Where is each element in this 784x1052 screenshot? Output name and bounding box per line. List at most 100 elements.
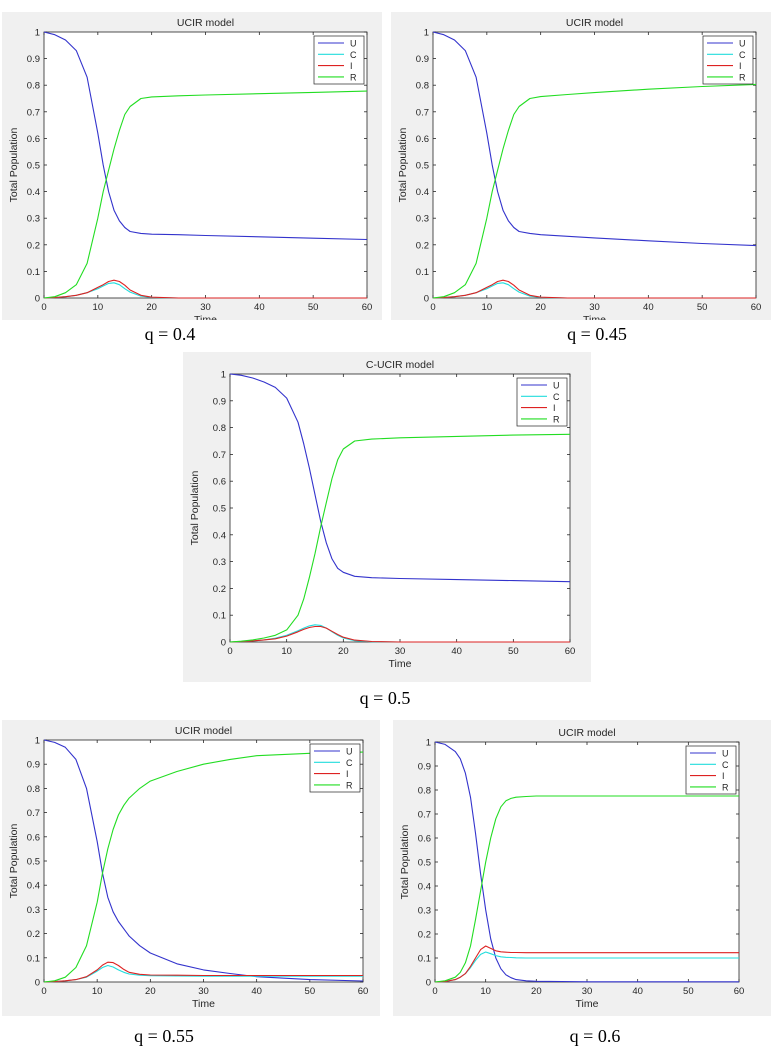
y-tick-label: 0.6 (27, 832, 40, 843)
x-tick-label: 40 (254, 302, 265, 313)
y-tick-label: 0.3 (213, 557, 226, 568)
x-tick-label: 30 (200, 302, 211, 313)
x-tick-label: 50 (308, 302, 319, 313)
y-tick-label: 0.5 (27, 857, 40, 868)
x-axis-label: Time (194, 314, 217, 320)
x-tick-label: 10 (482, 302, 493, 313)
y-tick-label: 0.5 (213, 504, 226, 515)
chart-title: UCIR model (566, 17, 623, 29)
y-axis-label: Total Population (8, 127, 20, 202)
y-tick-label: 0.6 (416, 134, 429, 145)
y-tick-label: 0 (426, 978, 431, 989)
chart-svg-2: 00.10.20.30.40.50.60.70.80.910 10 20 30 40 50… (397, 17, 762, 320)
y-tick-label: 0 (35, 978, 40, 989)
x-tick-label: 60 (565, 646, 576, 657)
x-tick-label: 50 (683, 986, 694, 997)
x-tick-label: 20 (338, 646, 349, 657)
y-tick-label: 0.2 (27, 929, 40, 940)
y-tick-label: 0.3 (27, 214, 40, 225)
legend-box (309, 743, 361, 793)
y-tick-label: 0.4 (213, 530, 226, 541)
x-tick-label: 40 (251, 986, 262, 997)
y-tick-label: 0.4 (418, 882, 431, 893)
x-axis-label: Time (583, 314, 606, 320)
y-tick-label: 0.1 (27, 267, 40, 278)
chart-svg-3: 00.10.20.30.40.50.60.70.80.910 10 20 30 40 50… (189, 359, 576, 670)
x-tick-label: 60 (734, 986, 745, 997)
y-tick-label: 0.4 (27, 187, 40, 198)
chart-title: UCIR model (177, 17, 234, 29)
chart-panel-1: 0 0.1 0.2 0.3 0.4 0.5 0.6 0.7 0.8 0.9 1 0 10 20 30 40 50… (2, 12, 382, 320)
y-tick-label: 0.7 (418, 810, 431, 821)
series-line-R (43, 751, 364, 983)
x-tick-label: 50 (508, 646, 519, 657)
x-tick-label: 50 (305, 986, 316, 997)
y-tick-label: 0.1 (213, 611, 226, 622)
chart-svg-1: 00.10.20.30.40.50.60.70.80.910 10 20 30 40 50… (8, 17, 372, 320)
series-line-U (43, 31, 368, 241)
x-tick-label: 0 (430, 302, 435, 313)
y-tick-label: 0.5 (27, 161, 40, 172)
series-line-U (434, 741, 739, 983)
y-tick-label: 0.6 (27, 134, 40, 145)
series-line-R (43, 90, 368, 299)
y-tick-label: 0.9 (416, 54, 429, 65)
series-line-I (43, 961, 363, 983)
legend-label-R: R (350, 72, 357, 82)
chart-panel-3: 0 0.1 0.2 0.3 0.4 0.5 0.6 0.7 0.8 0.9 1 0 10 20 30 40 50… (183, 352, 591, 682)
y-tick-label: 0.8 (27, 784, 40, 795)
chart-title: UCIR model (558, 727, 615, 739)
y-tick-label: 0.4 (416, 187, 429, 198)
y-tick-label: 0 (424, 294, 429, 305)
legend-box (685, 745, 737, 795)
x-tick-label: 60 (751, 302, 762, 313)
y-tick-label: 0.2 (213, 584, 226, 595)
caption-5: q = 0.6 (569, 1026, 621, 1046)
y-tick-label: 1 (221, 370, 226, 381)
series-line-R (432, 83, 757, 299)
x-tick-label: 40 (643, 302, 654, 313)
y-tick-label: 0.4 (27, 881, 40, 892)
y-tick-label: 0.5 (418, 858, 431, 869)
x-tick-label: 60 (358, 986, 369, 997)
series-line-U (432, 31, 757, 247)
chart-panel-4: 0 0.1 0.2 0.3 0.4 0.5 0.6 0.7 0.8 0.9 1 0 10 20 30 40 50… (2, 720, 380, 1016)
legend-label-C: C (722, 760, 729, 770)
x-tick-label: 0 (227, 646, 232, 657)
y-tick-label: 1 (424, 28, 429, 39)
x-tick-label: 50 (697, 302, 708, 313)
y-axis-label: Total Population (397, 127, 409, 202)
x-axis-label: Time (576, 998, 599, 1010)
y-tick-label: 1 (35, 736, 40, 747)
y-tick-label: 0.9 (213, 396, 226, 407)
x-tick-label: 0 (41, 986, 46, 997)
y-tick-label: 0.8 (213, 423, 226, 434)
y-tick-label: 0.7 (27, 107, 40, 118)
x-tick-label: 10 (281, 646, 292, 657)
y-tick-label: 1 (35, 28, 40, 39)
series-line-U (229, 373, 571, 583)
y-tick-label: 0.7 (416, 107, 429, 118)
chart-title: UCIR model (175, 725, 232, 737)
legend-label-I: I (350, 61, 353, 71)
legend-label-C: C (346, 758, 353, 768)
y-tick-label: 0.9 (418, 762, 431, 773)
caption-4: q = 0.55 (134, 1026, 194, 1046)
x-tick-label: 30 (198, 986, 209, 997)
plot-area (229, 373, 571, 643)
legend-label-U: U (350, 39, 357, 49)
legend-label-C: C (739, 50, 746, 60)
legend-label-U: U (553, 381, 560, 391)
x-tick-label: 0 (432, 986, 437, 997)
series-line-I (434, 945, 739, 983)
series-line-R (229, 433, 571, 643)
y-tick-label: 0.1 (418, 954, 431, 965)
y-tick-label: 0.9 (27, 54, 40, 65)
y-tick-label: 0 (221, 638, 226, 649)
y-tick-label: 0.1 (27, 953, 40, 964)
y-tick-label: 0.9 (27, 760, 40, 771)
legend-label-I: I (722, 771, 725, 781)
y-tick-label: 0.2 (418, 930, 431, 941)
y-tick-label: 0.5 (416, 161, 429, 172)
legend-label-R: R (553, 414, 560, 424)
